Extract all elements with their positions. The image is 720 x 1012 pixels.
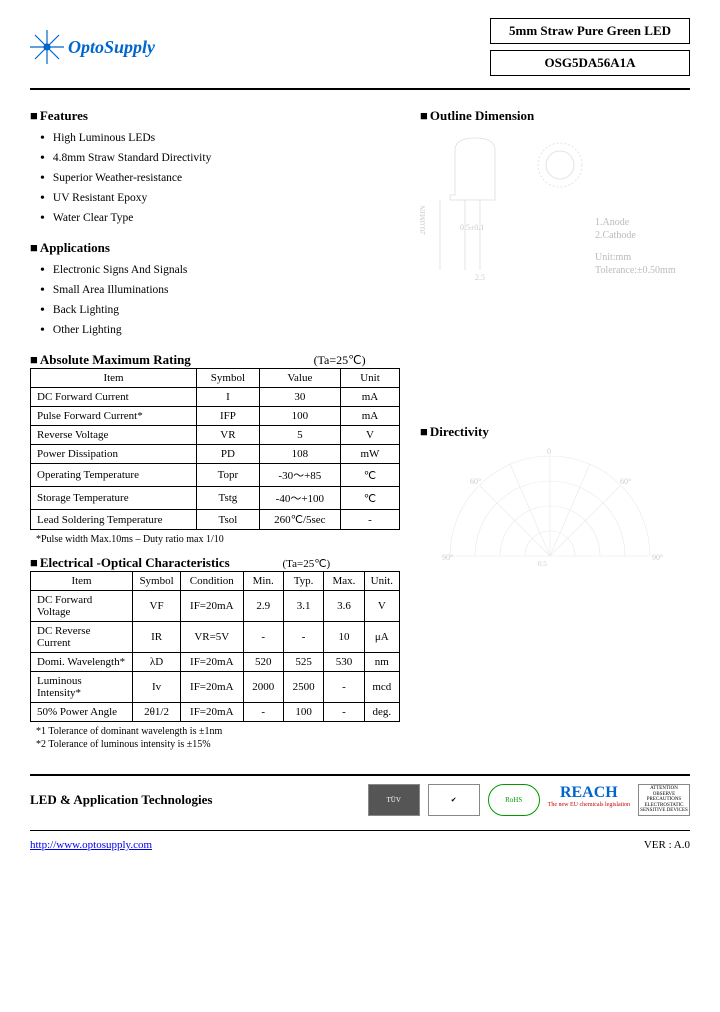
polar-plot-icon: 0 90° 90° 60° 60° 0.5	[420, 446, 680, 576]
features-heading: Features	[30, 108, 400, 124]
table-row: Lead Soldering TemperatureTsol260℃/5sec-	[31, 510, 400, 530]
reach-sub: The new EU chemicals legislation	[548, 802, 630, 808]
col-header: Symbol	[133, 572, 181, 591]
pin-label: 1.Anode	[595, 217, 630, 228]
footer-divider	[30, 830, 690, 831]
applications-list: Electronic Signs And Signals Small Area …	[40, 262, 400, 338]
dim-label: 0.5±0.1	[460, 223, 484, 232]
table-row: DC Forward CurrentI30mA	[31, 388, 400, 407]
outline-diagram: 20.0MIN 0.5±0.1 2.5 1.Anode 2.Cathode Un…	[420, 130, 690, 310]
abs-max-title: Absolute Maximum Rating	[30, 352, 191, 367]
outline-heading: Outline Dimension	[420, 108, 690, 124]
svg-text:60°: 60°	[620, 477, 631, 486]
directivity-diagram: 0 90° 90° 60° 60° 0.5	[420, 446, 690, 586]
reach-label: REACH	[560, 784, 618, 801]
svg-text:90°: 90°	[652, 553, 663, 562]
table-row: Pulse Forward Current*IFP100mA	[31, 407, 400, 426]
col-header: Symbol	[197, 369, 260, 388]
led-outline-icon: 20.0MIN 0.5±0.1 2.5 1.Anode 2.Cathode Un…	[420, 130, 680, 300]
abs-max-note: *Pulse width Max.10ms – Duty ratio max 1…	[36, 534, 400, 545]
abs-max-ta: (Ta=25℃)	[314, 353, 366, 367]
version-label: VER : A.0	[644, 839, 690, 851]
rohs-badge-icon: RoHS	[488, 784, 540, 816]
page-header: OptoSupply 5mm Straw Pure Green LED OSG5…	[30, 10, 690, 82]
list-item: High Luminous LEDs	[40, 130, 400, 146]
table-row: Luminous Intensity*IvIF=20mA20002500-mcd	[31, 672, 400, 703]
list-item: Superior Weather-resistance	[40, 170, 400, 186]
compass-icon	[30, 30, 64, 64]
cert-row: LED & Application Technologies TÜV ✔ RoH…	[30, 784, 690, 816]
svg-text:90°: 90°	[442, 553, 453, 562]
list-item: Electronic Signs And Signals	[40, 262, 400, 278]
table-row: DC Forward VoltageVFIF=20mA2.93.13.6V	[31, 591, 400, 622]
table-row: DC Reverse CurrentIRVR=5V--10μA	[31, 622, 400, 653]
abs-max-heading: Absolute Maximum Rating (Ta=25℃)	[30, 352, 400, 368]
col-header: Unit	[340, 369, 399, 388]
directivity-heading: Directivity	[420, 424, 690, 440]
part-number: OSG5DA56A1A	[490, 50, 690, 76]
svg-text:0.5: 0.5	[538, 560, 547, 568]
col-header: Unit.	[364, 572, 399, 591]
col-header: Value	[259, 369, 340, 388]
page-footer: http://www.optosupply.com VER : A.0	[30, 839, 690, 851]
col-header: Condition	[181, 572, 244, 591]
table-row: 50% Power Angle2θ1/2IF=20mA-100-deg.	[31, 703, 400, 722]
col-header: Item	[31, 572, 133, 591]
elec-note-2: *2 Tolerance of luminous intensity is ±1…	[36, 739, 400, 750]
tagline: LED & Application Technologies	[30, 792, 212, 808]
dim-label: 2.5	[475, 273, 485, 282]
tolerance-label: Tolerance:±0.50mm	[595, 265, 676, 276]
iso-badge-icon: ✔	[428, 784, 480, 816]
cert-badges: TÜV ✔ RoHS REACH The new EU chemicals le…	[368, 784, 690, 816]
elec-note-1: *1 Tolerance of dominant wavelength is ±…	[36, 726, 400, 737]
table-row: Power DissipationPD108mW	[31, 445, 400, 464]
tuv-badge-icon: TÜV	[368, 784, 420, 816]
esd-badge-icon: ATTENTION OBSERVE PRECAUTIONS ELECTROSTA…	[638, 784, 690, 816]
reach-badge: REACH The new EU chemicals legislation	[548, 784, 630, 816]
table-header-row: Item Symbol Value Unit	[31, 369, 400, 388]
table-header-row: Item Symbol Condition Min. Typ. Max. Uni…	[31, 572, 400, 591]
svg-text:60°: 60°	[470, 477, 481, 486]
features-list: High Luminous LEDs 4.8mm Straw Standard …	[40, 130, 400, 226]
list-item: UV Resistant Epoxy	[40, 190, 400, 206]
bottom-divider	[30, 774, 690, 776]
elec-opt-heading: Electrical -Optical Characteristics (Ta=…	[30, 555, 400, 571]
col-header: Max.	[324, 572, 364, 591]
list-item: Water Clear Type	[40, 210, 400, 226]
elec-opt-table: Item Symbol Condition Min. Typ. Max. Uni…	[30, 571, 400, 722]
company-logo: OptoSupply	[30, 30, 155, 64]
applications-heading: Applications	[30, 240, 400, 256]
col-header: Item	[31, 369, 197, 388]
table-row: Operating TemperatureTopr-30～+85℃	[31, 464, 400, 487]
product-title: 5mm Straw Pure Green LED	[490, 18, 690, 44]
table-row: Domi. Wavelength*λDIF=20mA520525530nm	[31, 653, 400, 672]
website-link[interactable]: http://www.optosupply.com	[30, 839, 152, 851]
pin-label: 2.Cathode	[595, 230, 636, 241]
list-item: Small Area Illuminations	[40, 282, 400, 298]
title-box: 5mm Straw Pure Green LED OSG5DA56A1A	[490, 18, 690, 76]
list-item: Other Lighting	[40, 322, 400, 338]
list-item: 4.8mm Straw Standard Directivity	[40, 150, 400, 166]
company-name: OptoSupply	[68, 37, 155, 58]
svg-text:20.0MIN: 20.0MIN	[420, 205, 427, 235]
elec-opt-ta: (Ta=25℃)	[283, 558, 331, 570]
unit-label: Unit:mm	[595, 252, 631, 263]
svg-text:0: 0	[547, 447, 551, 456]
col-header: Min.	[243, 572, 283, 591]
col-header: Typ.	[283, 572, 323, 591]
table-row: Storage TemperatureTstg-40～+100℃	[31, 487, 400, 510]
abs-max-table: Item Symbol Value Unit DC Forward Curren…	[30, 368, 400, 530]
table-row: Reverse VoltageVR5V	[31, 426, 400, 445]
top-divider	[30, 88, 690, 90]
list-item: Back Lighting	[40, 302, 400, 318]
elec-opt-title: Electrical -Optical Characteristics	[30, 555, 230, 570]
